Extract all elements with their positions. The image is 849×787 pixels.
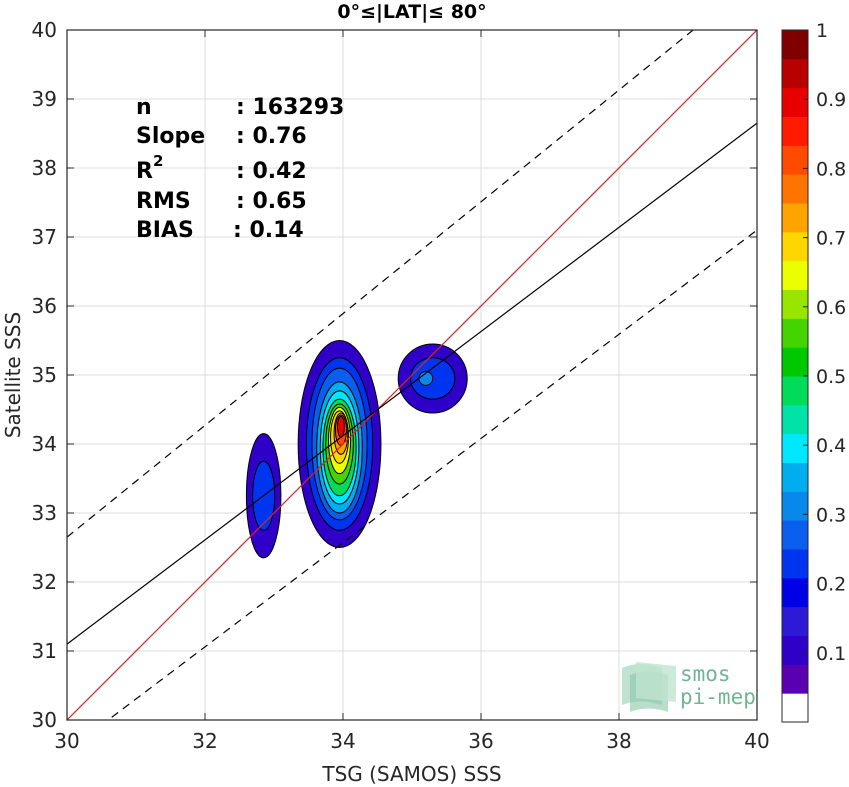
- colorbar-tick-label: 0.3: [816, 504, 846, 526]
- colorbar-swatch: [782, 635, 808, 665]
- stat-rms-label: RMS: [136, 189, 191, 214]
- x-axis-label: TSG (SAMOS) SSS: [321, 762, 501, 786]
- y-tick-label: 40: [32, 18, 57, 42]
- colorbar-swatch: [782, 433, 808, 463]
- stats-box: n : 163293 Slope : 0.76 R2 : 0.42 RMS : …: [136, 95, 344, 243]
- smos-pi-mep-logo: smos pi-mep: [622, 662, 756, 712]
- colorbar-tick-label: 0.9: [816, 89, 846, 111]
- colorbar-swatch: [782, 116, 808, 146]
- lower-bound-line: [107, 229, 757, 720]
- colorbar-swatch: [782, 174, 808, 204]
- density-contours: [245, 340, 468, 559]
- x-tick-label: 40: [744, 729, 769, 753]
- contour-center-level-11: [336, 415, 345, 438]
- stat-r2-label: R2: [136, 152, 163, 184]
- colorbar: [781, 29, 809, 723]
- colorbar-tick-label: 0.7: [816, 228, 846, 250]
- y-tick-label: 33: [32, 501, 57, 525]
- y-tick-label: 38: [32, 156, 57, 180]
- x-axis: 30 32 34 36 38 40: [54, 30, 770, 753]
- x-tick-label: 30: [54, 729, 79, 753]
- colorbar-swatch: [782, 203, 808, 233]
- colorbar-swatch: [782, 664, 808, 694]
- upper-bound-line: [67, 30, 695, 538]
- stat-n-value: : 163293: [236, 95, 344, 120]
- colorbar-swatch: [782, 30, 808, 60]
- stat-r2-value: : 0.42: [236, 159, 307, 184]
- stat-n-label: n: [136, 95, 152, 120]
- colorbar-swatch: [782, 462, 808, 492]
- y-tick-label: 35: [32, 363, 57, 387]
- y-axis: 30 31 32 33 34 35 36 37 38 39 40: [32, 18, 757, 732]
- colorbar-swatch: [782, 549, 808, 579]
- y-tick-label: 31: [32, 639, 57, 663]
- x-tick-label: 38: [606, 729, 631, 753]
- colorbar-swatch: [782, 347, 808, 377]
- x-tick-label: 36: [468, 729, 493, 753]
- colorbar-swatch: [782, 520, 808, 550]
- colorbar-swatch: [782, 231, 808, 262]
- logo-line1: smos: [680, 662, 731, 686]
- logo-line2: pi-mep: [680, 685, 756, 709]
- grid: [66, 29, 758, 721]
- y-tick-label: 30: [32, 708, 57, 732]
- colorbar-swatch: [782, 376, 808, 406]
- colorbar-swatch: [782, 491, 808, 521]
- logo-mark: [622, 662, 676, 712]
- stat-slope-label: Slope: [136, 124, 205, 149]
- colorbar-swatch: [782, 260, 808, 290]
- stat-rms-value: : 0.65: [236, 189, 307, 214]
- stat-slope-value: : 0.76: [236, 124, 307, 149]
- colorbar-swatch: [782, 289, 808, 319]
- colorbar-swatch: [782, 145, 808, 175]
- stat-r2-base: R: [136, 159, 153, 184]
- colorbar-ticks: 0.1 0.2 0.3 0.4 0.5 0.6 0.7 0.8 0.9 1: [803, 20, 846, 665]
- colorbar-swatch: [782, 606, 808, 636]
- y-tick-label: 34: [32, 432, 57, 456]
- stat-r2-sup: 2: [153, 152, 163, 170]
- y-tick-label: 39: [32, 87, 57, 111]
- y-tick-label: 36: [32, 294, 57, 318]
- y-tick-label: 32: [32, 570, 57, 594]
- colorbar-tick-label: 1: [816, 20, 828, 42]
- x-tick-label: 34: [330, 729, 355, 753]
- colorbar-tick-label: 0.1: [816, 643, 846, 665]
- colorbar-swatch: [782, 693, 808, 723]
- colorbar-tick-label: 0.6: [816, 297, 846, 319]
- regression-line: [67, 122, 757, 645]
- colorbar-swatch: [782, 577, 808, 608]
- one-to-one-line: [67, 30, 757, 720]
- colorbar-swatch: [782, 318, 808, 348]
- colorbar-tick-label: 0.8: [816, 158, 846, 180]
- colorbar-swatch: [782, 58, 808, 89]
- x-tick-label: 32: [192, 729, 217, 753]
- colorbar-tick-label: 0.4: [816, 435, 846, 457]
- colorbar-tick-label: 0.2: [816, 574, 846, 596]
- stat-bias-value: : 0.14: [233, 218, 304, 243]
- fit-lines: [67, 30, 757, 720]
- chart-title: 0°≤|LAT|≤ 80°: [337, 1, 486, 23]
- y-tick-label: 37: [32, 225, 57, 249]
- stat-bias-label: BIAS: [136, 218, 194, 243]
- colorbar-swatch: [782, 404, 808, 435]
- colorbar-swatch: [782, 87, 808, 117]
- colorbar-tick-label: 0.5: [816, 366, 846, 388]
- y-axis-label: Satellite SSS: [1, 312, 25, 438]
